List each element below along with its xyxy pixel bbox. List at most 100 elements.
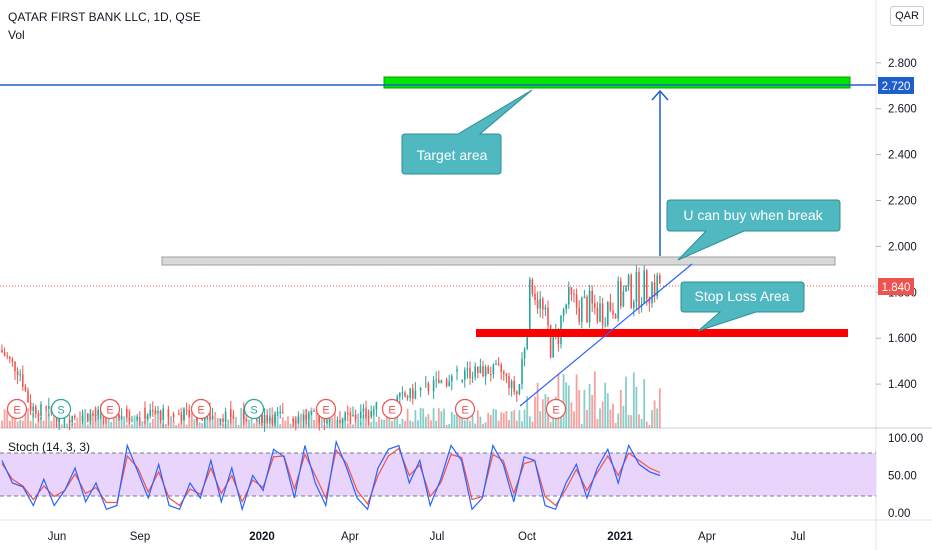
volume-bar [539,411,542,428]
volume-bar [588,383,591,428]
stoch-line [1,439,661,512]
volume-bar [658,388,661,428]
candle-body [620,281,622,307]
volume-bar [632,372,635,428]
volume-bar [619,389,622,428]
candle-body [222,418,224,422]
event-marker[interactable] [6,398,28,420]
event-marker-letter: E [197,405,204,417]
event-marker[interactable] [545,398,567,420]
volume-bar [640,419,643,428]
volume-bar [24,411,27,428]
candle-body [365,408,367,417]
event-marker[interactable] [315,398,337,420]
candle-body [508,376,510,388]
ascending-trendline[interactable] [519,263,693,407]
volume-bar [448,424,451,428]
candle-body [1,349,3,353]
candle-body [627,274,630,286]
volume-bar [575,374,578,428]
stop-callout[interactable]: Stop Loss Area [680,281,805,332]
volume-bar [154,410,157,428]
candle-body [128,417,131,421]
volume-bar [583,389,586,428]
event-marker[interactable] [381,398,403,420]
candle-body [578,307,580,322]
candle-body [617,281,619,319]
volume-bar [164,424,167,428]
volume-bar [151,418,154,428]
candle-body [451,375,453,382]
candle-body [526,336,528,349]
volume-bar [445,424,448,428]
candle-body [646,270,648,299]
volume-bar [1,420,3,428]
volume-bar [500,412,503,428]
candle-body [404,392,406,397]
target-callout[interactable]: Target area [401,89,533,175]
volume-bar [430,420,432,428]
candle-body [360,411,362,419]
volume-bar [489,414,492,428]
volume-bar [47,413,50,428]
volume-bar [541,399,544,428]
volume-bar [645,421,648,428]
volume-bar [227,419,230,428]
svg-text:1.840: 1.840 [882,282,911,294]
resistance-zone[interactable] [161,256,836,266]
volume-bar [53,407,55,428]
candle-body [419,387,422,391]
volume-bar [375,421,378,428]
event-marker[interactable] [190,398,212,420]
candle-body [568,287,570,305]
volume-bar [300,413,302,428]
event-marker[interactable] [243,398,265,420]
volume-bar [11,416,14,428]
event-marker[interactable] [50,398,72,420]
event-marker[interactable] [454,398,476,420]
candle-body [185,409,188,411]
volume-bar [484,422,487,428]
candle-body [456,369,458,372]
candle-body [276,412,279,414]
candle-body [482,366,484,377]
volume-bar [73,422,76,428]
candle-body [48,406,50,409]
volume-bar [232,414,235,428]
volume-bar [123,416,126,428]
stoch-axis[interactable]: 100.00 50.00 0.00 [888,433,923,520]
candle-body [529,279,531,337]
volume-bar [320,411,323,428]
volume-bar [435,420,438,428]
candle-body [612,310,614,315]
volume-bar [357,413,360,428]
event-marker[interactable] [99,398,121,420]
volume-bar [474,423,477,428]
price-tick-label: 2.000 [888,241,917,253]
price-tick-label: 1.400 [888,379,917,391]
buy-callout[interactable]: U can buy when break [666,199,841,261]
candle-body [94,414,97,416]
currency-badge[interactable]: QAR [890,6,924,26]
stop-loss-zone[interactable] [476,329,848,337]
volume-bar [370,421,373,428]
volume-bar [492,408,495,428]
candle-body [19,374,21,376]
volume-bar [107,416,110,428]
volume-bar [417,420,419,428]
candle-body [211,415,214,419]
target-callout-text: Target area [417,147,488,163]
event-marker-letter: E [461,405,468,417]
target-zone[interactable] [383,76,851,89]
volume-bar [565,382,568,428]
time-tick-label: Jun [48,531,67,543]
candle-body [172,413,175,418]
volume-bar [214,411,217,428]
time-axis[interactable]: Jun Sep 2020 Apr Jul Oct 2021 Apr Jul [48,531,806,543]
candle-body [588,290,591,323]
volume-bar [8,420,11,428]
volume-bar [365,415,367,428]
time-tick-label: Apr [698,531,716,543]
